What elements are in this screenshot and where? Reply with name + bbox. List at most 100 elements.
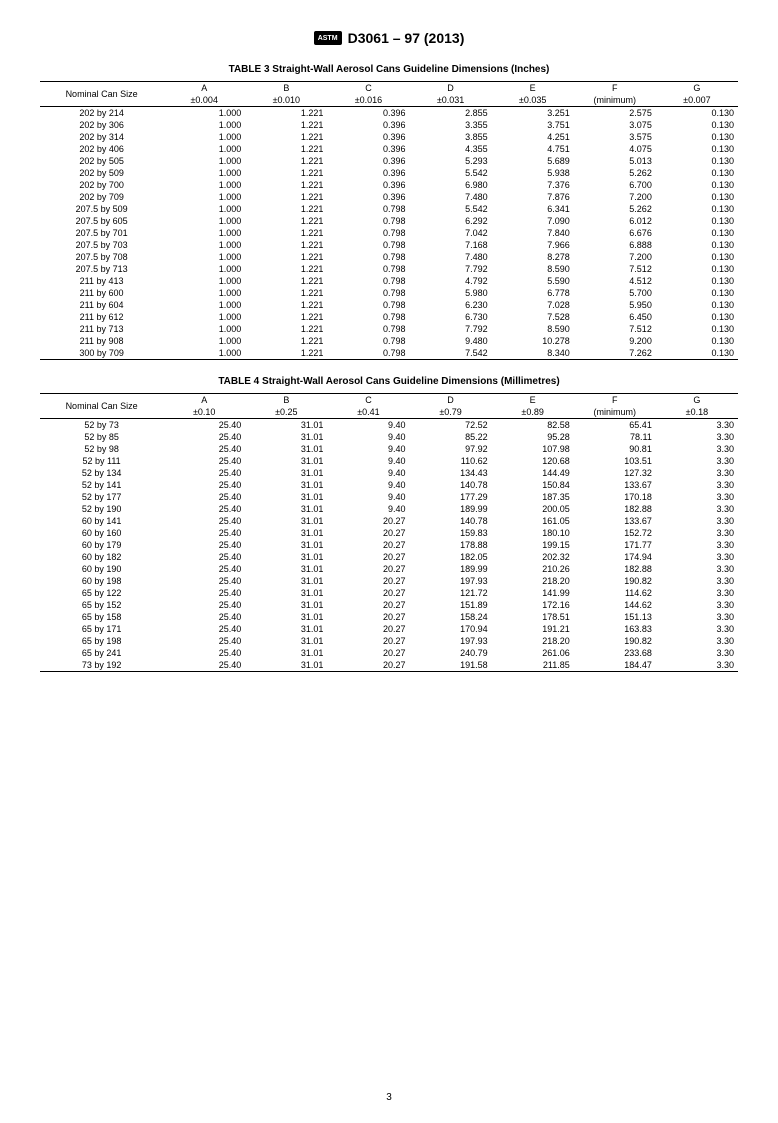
- cell: 233.68: [574, 647, 656, 659]
- cell: 207.5 by 703: [40, 239, 163, 251]
- cell: 20.27: [327, 527, 409, 539]
- cell: 1.000: [163, 299, 245, 311]
- cell: 0.130: [656, 119, 738, 131]
- cell: 1.000: [163, 131, 245, 143]
- cell: 0.130: [656, 203, 738, 215]
- cell: 25.40: [163, 575, 245, 587]
- cell: 7.792: [410, 263, 492, 275]
- cell: 9.40: [327, 431, 409, 443]
- cell: 9.200: [574, 335, 656, 347]
- col-header: C: [327, 82, 409, 95]
- cell: 1.000: [163, 203, 245, 215]
- cell: 4.075: [574, 143, 656, 155]
- cell: 0.798: [327, 287, 409, 299]
- cell: 9.40: [327, 443, 409, 455]
- cell: 140.78: [410, 479, 492, 491]
- cell: 65 by 158: [40, 611, 163, 623]
- cell: 211 by 713: [40, 323, 163, 335]
- cell: 52 by 73: [40, 419, 163, 432]
- cell: 159.83: [410, 527, 492, 539]
- col-header: G: [656, 82, 738, 95]
- cell: 3.30: [656, 563, 738, 575]
- cell: 114.62: [574, 587, 656, 599]
- cell: 0.396: [327, 119, 409, 131]
- cell: 0.130: [656, 263, 738, 275]
- cell: 202 by 700: [40, 179, 163, 191]
- cell: 3.30: [656, 599, 738, 611]
- cell: 31.01: [245, 539, 327, 551]
- cell: 0.798: [327, 203, 409, 215]
- cell: 0.798: [327, 251, 409, 263]
- cell: 152.72: [574, 527, 656, 539]
- col-header: E: [492, 394, 574, 407]
- cell: 25.40: [163, 419, 245, 432]
- cell: 7.966: [492, 239, 574, 251]
- cell: 144.62: [574, 599, 656, 611]
- cell: 0.396: [327, 155, 409, 167]
- cell: 178.51: [492, 611, 574, 623]
- cell: 7.512: [574, 263, 656, 275]
- cell: 207.5 by 509: [40, 203, 163, 215]
- col-subheader: ±0.18: [656, 406, 738, 419]
- cell: 20.27: [327, 587, 409, 599]
- cell: 133.67: [574, 515, 656, 527]
- table-row: 65 by 24125.4031.0120.27240.79261.06233.…: [40, 647, 738, 659]
- cell: 31.01: [245, 611, 327, 623]
- cell: 0.798: [327, 239, 409, 251]
- cell: 31.01: [245, 527, 327, 539]
- cell: 7.090: [492, 215, 574, 227]
- cell: 90.81: [574, 443, 656, 455]
- cell: 180.10: [492, 527, 574, 539]
- cell: 151.89: [410, 599, 492, 611]
- cell: 3.30: [656, 455, 738, 467]
- cell: 0.130: [656, 275, 738, 287]
- table-row: 65 by 15225.4031.0120.27151.89172.16144.…: [40, 599, 738, 611]
- table-row: 52 by 19025.4031.019.40189.99200.05182.8…: [40, 503, 738, 515]
- cell: 170.18: [574, 491, 656, 503]
- cell: 5.700: [574, 287, 656, 299]
- cell: 5.262: [574, 167, 656, 179]
- cell: 25.40: [163, 635, 245, 647]
- cell: 52 by 85: [40, 431, 163, 443]
- table-row: 202 by 4061.0001.2210.3964.3554.7514.075…: [40, 143, 738, 155]
- cell: 1.000: [163, 251, 245, 263]
- cell: 211.85: [492, 659, 574, 672]
- table-row: 202 by 7001.0001.2210.3966.9807.3766.700…: [40, 179, 738, 191]
- cell: 9.40: [327, 479, 409, 491]
- cell: 1.000: [163, 119, 245, 131]
- cell: 25.40: [163, 491, 245, 503]
- cell: 7.542: [410, 347, 492, 360]
- cell: 202 by 214: [40, 107, 163, 120]
- cell: 31.01: [245, 563, 327, 575]
- col-subheader: ±0.007: [656, 94, 738, 107]
- cell: 20.27: [327, 611, 409, 623]
- col-subheader: ±0.79: [410, 406, 492, 419]
- col-header: F: [574, 394, 656, 407]
- cell: 1.221: [245, 143, 327, 155]
- cell: 5.938: [492, 167, 574, 179]
- cell: 25.40: [163, 539, 245, 551]
- cell: 218.20: [492, 575, 574, 587]
- cell: 1.000: [163, 287, 245, 299]
- cell: 4.751: [492, 143, 574, 155]
- cell: 7.376: [492, 179, 574, 191]
- cell: 20.27: [327, 551, 409, 563]
- cell: 25.40: [163, 647, 245, 659]
- cell: 0.130: [656, 347, 738, 360]
- cell: 7.480: [410, 251, 492, 263]
- cell: 191.21: [492, 623, 574, 635]
- col-header: B: [245, 394, 327, 407]
- cell: 25.40: [163, 443, 245, 455]
- cell: 211 by 612: [40, 311, 163, 323]
- cell: 202 by 505: [40, 155, 163, 167]
- cell: 189.99: [410, 563, 492, 575]
- cell: 178.88: [410, 539, 492, 551]
- cell: 177.29: [410, 491, 492, 503]
- cell: 3.30: [656, 431, 738, 443]
- cell: 1.000: [163, 239, 245, 251]
- cell: 78.11: [574, 431, 656, 443]
- col-header: D: [410, 82, 492, 95]
- cell: 240.79: [410, 647, 492, 659]
- standard-id: D3061 – 97 (2013): [348, 30, 465, 46]
- cell: 0.798: [327, 323, 409, 335]
